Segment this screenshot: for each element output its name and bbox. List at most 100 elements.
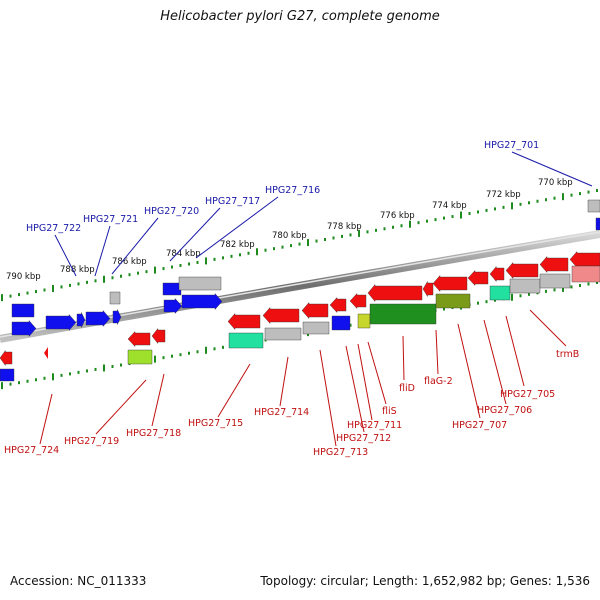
forward-gene (85, 309, 111, 328)
label-hpg27-724-connector (39, 393, 53, 445)
label-hpg27-707-connector (457, 323, 481, 419)
label-hpg27-721: HPG27_721 (83, 214, 138, 225)
label-hpg27-722-connector (54, 234, 77, 277)
label-hpg27-715-connector (217, 363, 251, 418)
label-hpg27-724: HPG27_724 (4, 445, 59, 456)
label-fliS: fliS (382, 406, 397, 417)
reverse-gene (489, 265, 505, 283)
reverse-gene (329, 296, 347, 314)
reverse-gene-small (44, 347, 48, 359)
reverse-gene (467, 269, 489, 287)
scale-label: 778 kbp (327, 222, 362, 232)
reverse-gene (227, 312, 261, 331)
reverse-gene (569, 250, 600, 269)
reverse-gene-block (331, 315, 351, 331)
accession-text: Accession: NC_011333 (10, 574, 147, 588)
label-hpg27-720-connector (111, 217, 159, 275)
scale-labels: 790 kbp 788 kbp 786 kbp 784 kbp 782 kbp 780 k… (6, 178, 573, 282)
topology-text: Topology: circular; Length: 1,652,982 bp… (260, 574, 590, 588)
label-hpg27-716: HPG27_716 (265, 185, 320, 196)
scale-label: 784 kbp (166, 249, 201, 259)
label-hpg27-721-connector (94, 225, 111, 277)
reverse-gene (301, 301, 329, 320)
genome-backbone (0, 230, 600, 343)
reverse-gene-block (357, 313, 371, 329)
label-hpg27-717: HPG27_717 (205, 196, 260, 207)
forward-gene (11, 319, 37, 338)
forward-gene-gray (178, 276, 222, 291)
label-hpg27-719-connector (95, 379, 147, 435)
label-hpg27-701-connector (511, 151, 593, 187)
reverse-gene (262, 306, 300, 325)
label-hpg27-707: HPG27_707 (452, 420, 507, 431)
label-hpg27-711-connector (357, 343, 373, 421)
label-hpg27-719: HPG27_719 (64, 436, 119, 447)
reverse-gene-block (228, 332, 264, 349)
forward-gene (45, 313, 77, 332)
label-hpg27-701: HPG27_701 (484, 140, 539, 151)
reverse-gene-block (302, 321, 330, 335)
label-hpg27-712: HPG27_712 (336, 433, 391, 444)
label-hpg27-716-connector (195, 196, 279, 259)
scale-label: 788 kbp (60, 265, 95, 275)
label-fliS-connector (367, 341, 387, 405)
label-hpg27-705: HPG27_705 (500, 389, 555, 400)
reverse-gene-block (435, 293, 471, 309)
label-hpg27-713-connector (319, 349, 337, 447)
label-flaG-2-connector (435, 329, 439, 375)
forward-gene-gray (587, 199, 600, 213)
scale-label: 770 kbp (538, 178, 573, 188)
reverse-gene (349, 292, 367, 310)
label-hpg27-720: HPG27_720 (144, 206, 199, 217)
label-hpg27-711: HPG27_711 (347, 420, 402, 431)
scale-label: 782 kbp (220, 240, 255, 250)
label-hpg27-714-connector (279, 356, 289, 407)
forward-gene-gray (109, 291, 121, 305)
scale-label: 780 kbp (272, 231, 307, 241)
forward-gene (595, 217, 600, 231)
scale-label: 786 kbp (112, 257, 147, 267)
reverse-gene-block (127, 349, 153, 365)
reverse-gene-block (369, 303, 437, 325)
forward-gene (163, 297, 183, 315)
gene-features (0, 199, 600, 382)
reverse-gene (422, 280, 434, 298)
label-fliD: fliD (399, 383, 415, 394)
scale-label: 774 kbp (432, 201, 467, 211)
label-hpg27-706-connector (483, 319, 507, 405)
reverse-gene (432, 274, 468, 293)
map-title: Helicobacter pylori G27, complete genome (160, 9, 440, 24)
forward-gene (0, 368, 15, 382)
label-trmB: trmB (556, 349, 579, 360)
label-hpg27-715: HPG27_715 (188, 418, 243, 429)
reverse-gene-block (264, 327, 302, 341)
reverse-gene (539, 255, 569, 274)
scale-label: 772 kbp (486, 190, 521, 200)
label-hpg27-706: HPG27_706 (477, 405, 532, 416)
label-trmB-connector (529, 309, 567, 347)
reverse-gene-block (489, 285, 511, 301)
forward-gene (76, 312, 86, 328)
scale-label: 776 kbp (380, 211, 415, 221)
label-hpg27-714: HPG27_714 (254, 407, 309, 418)
label-hpg27-718: HPG27_718 (126, 428, 181, 439)
reverse-gene (505, 261, 539, 280)
forward-gene (112, 309, 122, 325)
scale-label: 790 kbp (6, 272, 41, 282)
reverse-gene-block (571, 265, 600, 283)
reverse-gene (0, 349, 13, 367)
label-hpg27-713: HPG27_713 (313, 447, 368, 458)
reverse-gene (127, 330, 151, 348)
reverse-gene (151, 327, 166, 345)
reverse-gene-block (509, 278, 541, 294)
reverse-gene-block (539, 273, 571, 289)
forward-gene (162, 282, 182, 296)
outer-tick-row (1, 189, 598, 302)
label-hpg27-717-connector (169, 207, 221, 262)
label-hpg27-712-connector (345, 345, 365, 433)
reverse-gene (367, 283, 423, 303)
label-flaG-2: flaG-2 (424, 376, 453, 387)
